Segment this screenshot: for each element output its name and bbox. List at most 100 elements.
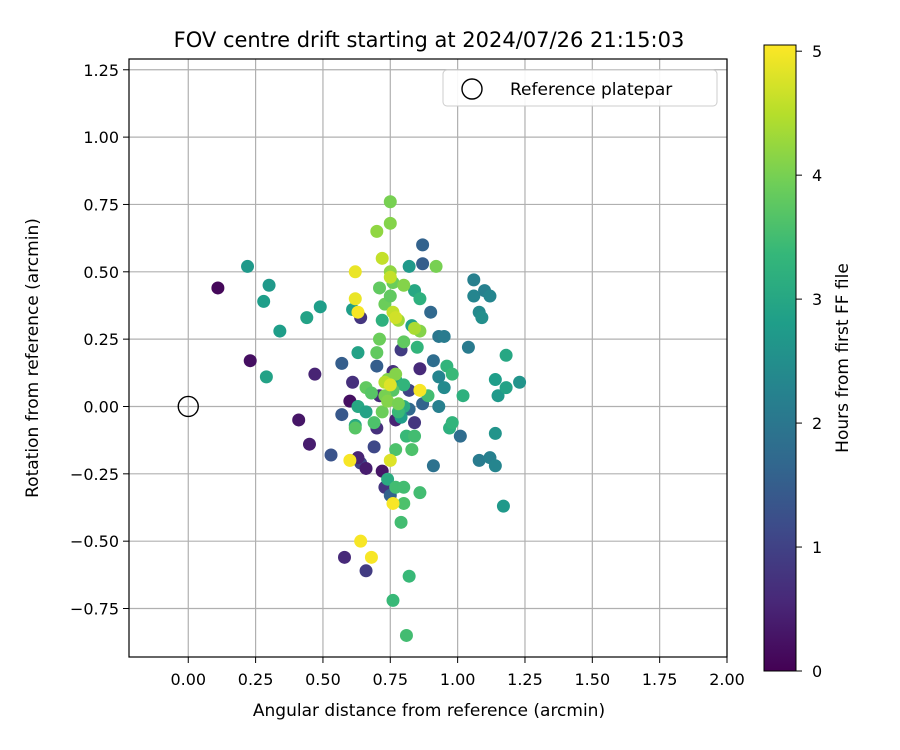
- scatter-point: [335, 408, 349, 422]
- colorbar-bar: [763, 44, 797, 672]
- scatter-point: [408, 321, 422, 335]
- scatter-point: [426, 459, 440, 473]
- scatter-point: [416, 257, 430, 271]
- scatter-point: [370, 346, 384, 360]
- x-axis-ticks: 0.00 0.25 0.50 0.75 1.00 1.25 1.50 1.75 2.00: [170, 657, 745, 689]
- scatter-point: [413, 362, 427, 376]
- scatter-point: [257, 294, 271, 308]
- reference-platepar-point: [177, 395, 199, 418]
- x-tick-label: 1.50: [575, 670, 611, 689]
- scatter-point: [488, 373, 502, 387]
- x-tick-label: 1.00: [440, 670, 476, 689]
- y-tick-label: 1.25: [83, 61, 119, 80]
- y-axis-ticks: −0.75 −0.50 −0.25 0.00 0.25 0.50 0.75 1.00 1.25: [70, 61, 129, 619]
- scatter-point: [359, 564, 373, 578]
- scatter-point: [313, 300, 327, 314]
- scatter-point: [386, 593, 400, 607]
- x-tick-label: 1.25: [507, 670, 543, 689]
- scatter-point: [483, 289, 497, 303]
- colorbar-tick-label: 4: [812, 166, 822, 185]
- scatter-point: [262, 278, 276, 292]
- scatter-point: [354, 534, 368, 548]
- scatter-point: [391, 397, 405, 411]
- colorbar-ticks: 0 1 2 3 4 5: [796, 42, 822, 681]
- scatter-point: [488, 459, 502, 473]
- scatter-point: [389, 311, 403, 325]
- scatter-point: [399, 628, 413, 642]
- scatter-point: [408, 429, 422, 443]
- scatter-point: [461, 340, 475, 354]
- scatter-point: [367, 416, 381, 430]
- scatter-point: [413, 486, 427, 500]
- scatter-point: [467, 273, 481, 287]
- scatter-point: [364, 386, 378, 400]
- scatter-point: [273, 324, 287, 338]
- y-tick-label: 1.00: [83, 128, 119, 147]
- y-tick-label: −0.25: [70, 465, 119, 484]
- scatter-point: [324, 448, 338, 462]
- scatter-point: [381, 394, 395, 408]
- scatter-point: [475, 311, 489, 325]
- scatter-point: [375, 313, 389, 327]
- scatter-point: [359, 461, 373, 475]
- chart-title: FOV centre drift starting at 2024/07/26 …: [174, 28, 685, 52]
- legend-reference-marker: [461, 78, 483, 100]
- colorbar-label: Hours from first FF file: [833, 263, 853, 453]
- x-tick-label: 2.00: [709, 670, 745, 689]
- scatter-point: [429, 259, 443, 273]
- plot-frame: [128, 58, 728, 658]
- scatter-point: [397, 480, 411, 494]
- scatter-point: [513, 375, 527, 389]
- scatter-point: [243, 354, 257, 368]
- scatter-point: [348, 421, 362, 435]
- scatter-point: [370, 359, 384, 373]
- y-tick-label: 0.50: [83, 263, 119, 282]
- y-tick-label: 0.00: [83, 397, 119, 416]
- legend-label-reference: Reference platepar: [510, 80, 672, 100]
- scatter-point: [499, 381, 513, 395]
- scatter-point: [402, 259, 416, 273]
- x-tick-label: 0.75: [372, 670, 408, 689]
- scatter-point: [397, 335, 411, 349]
- scatter-point: [389, 367, 403, 381]
- colorbar-tick-label: 0: [812, 662, 822, 681]
- colorbar: 0 1 2 3 4 5 Hours from first FF file: [763, 42, 853, 681]
- scatter-point: [383, 195, 397, 209]
- scatter-point: [472, 453, 486, 467]
- scatter-point: [488, 426, 502, 440]
- colorbar-tick-label: 1: [812, 538, 822, 557]
- scatter-point: [292, 413, 306, 427]
- scatter-point: [456, 389, 470, 403]
- y-tick-label: 0.25: [83, 330, 119, 349]
- scatter-point: [408, 416, 422, 430]
- scatter-point: [416, 238, 430, 252]
- scatter-point: [389, 443, 403, 457]
- scatter-points: [211, 195, 527, 642]
- scatter-point: [426, 354, 440, 368]
- colorbar-tick-label: 2: [812, 414, 822, 433]
- scatter-point: [496, 499, 510, 513]
- scatter-point: [381, 472, 395, 486]
- scatter-point: [383, 453, 397, 467]
- scatter-point: [499, 348, 513, 362]
- x-tick-label: 0.00: [170, 670, 206, 689]
- y-tick-label: −0.75: [70, 600, 119, 619]
- scatter-point: [432, 370, 446, 384]
- x-tick-label: 1.75: [642, 670, 678, 689]
- scatter-point: [211, 281, 225, 295]
- colorbar-tick-label: 5: [812, 42, 822, 61]
- scatter-point: [405, 443, 419, 457]
- scatter-point: [383, 378, 397, 392]
- scatter-point: [370, 224, 384, 238]
- x-tick-label: 0.50: [305, 670, 341, 689]
- y-axis-label: Rotation from reference (arcmin): [23, 218, 43, 498]
- scatter-point: [373, 332, 387, 346]
- scatter-point: [346, 375, 360, 389]
- scatter-point: [359, 405, 373, 419]
- reference-marker: [177, 395, 199, 418]
- scatter-point: [337, 550, 351, 564]
- y-tick-label: 0.75: [83, 195, 119, 214]
- scatter-point: [348, 292, 362, 306]
- scatter-point: [397, 496, 411, 510]
- scatter-point: [383, 289, 397, 303]
